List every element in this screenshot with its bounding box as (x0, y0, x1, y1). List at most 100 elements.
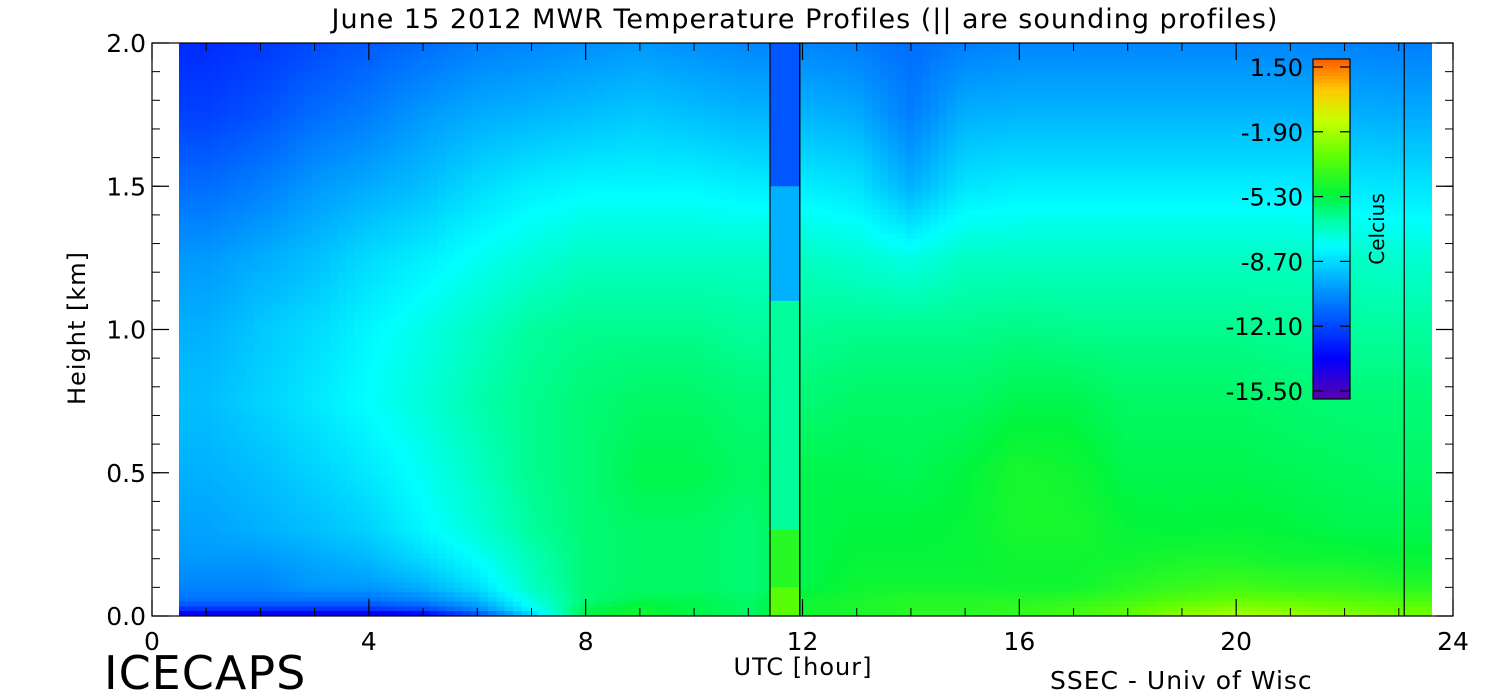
heatmap-cell (813, 128, 823, 135)
heatmap-cell (688, 114, 698, 121)
heatmap-cell (262, 191, 272, 197)
heatmap-cell (888, 85, 898, 92)
heatmap-cell (1222, 176, 1232, 183)
heatmap-cell (1047, 76, 1057, 82)
heatmap-cell (1114, 143, 1124, 149)
heatmap-cell (504, 71, 514, 78)
heatmap-cell (245, 90, 255, 97)
heatmap-cell (972, 57, 982, 63)
heatmap-cell (1264, 143, 1274, 149)
heatmap-cell (1347, 114, 1357, 121)
heatmap-cell (412, 138, 422, 144)
heatmap-cell (1230, 171, 1240, 178)
heatmap-cell (830, 133, 840, 140)
heatmap-cell (1064, 109, 1073, 116)
heatmap-cell (1197, 90, 1207, 97)
heatmap-cell (755, 157, 765, 163)
heatmap-cell (696, 85, 706, 92)
heatmap-cell (354, 148, 364, 154)
heatmap-cell (179, 148, 189, 154)
heatmap-cell (1122, 119, 1132, 125)
heatmap-cell (721, 85, 731, 92)
heatmap-cell (371, 128, 381, 135)
heatmap-cell (579, 176, 589, 183)
heatmap-cell (955, 195, 965, 202)
heatmap-cell (621, 71, 631, 78)
heatmap-cell (1155, 76, 1165, 82)
heatmap-cell (838, 81, 848, 87)
heatmap-cell (346, 109, 356, 116)
heatmap-cell (354, 76, 364, 82)
heatmap-cell (1139, 100, 1149, 106)
heatmap-cell (696, 157, 706, 163)
heatmap-cell (947, 66, 957, 73)
heatmap-cell (270, 109, 280, 116)
heatmap-cell (496, 52, 506, 58)
heatmap-cell (1272, 62, 1282, 68)
heatmap-cell (679, 105, 689, 111)
heatmap-cell (705, 143, 714, 149)
heatmap-cell (671, 143, 681, 149)
heatmap-cell (613, 81, 623, 87)
heatmap-cell (629, 133, 639, 140)
heatmap-cell (554, 114, 564, 121)
heatmap-cell (1397, 66, 1407, 73)
heatmap-cell (663, 157, 673, 163)
heatmap-cell (421, 138, 431, 144)
heatmap-cell (354, 81, 364, 87)
heatmap-cell (688, 124, 698, 130)
heatmap-cell (713, 128, 723, 135)
heatmap-cell (1155, 100, 1165, 106)
heatmap-cell (237, 119, 247, 125)
heatmap-cell (254, 148, 264, 154)
heatmap-cell (179, 81, 189, 87)
heatmap-cell (454, 57, 464, 63)
heatmap-cell (621, 62, 631, 68)
heatmap-cell (913, 47, 923, 54)
heatmap-cell (554, 152, 564, 159)
heatmap-cell (838, 181, 848, 187)
heatmap-cell (446, 105, 456, 111)
heatmap-cell (1147, 133, 1157, 140)
heatmap-cell (688, 57, 698, 63)
heatmap-cell (738, 62, 748, 68)
heatmap-cell (1089, 186, 1098, 192)
heatmap-cell (1097, 171, 1107, 178)
heatmap-cell (1414, 47, 1424, 54)
heatmap-cell (471, 157, 481, 163)
heatmap-cell (429, 162, 439, 168)
heatmap-cell (421, 57, 431, 63)
heatmap-cell (855, 191, 865, 197)
heatmap-cell (730, 176, 740, 183)
heatmap-cell (229, 157, 239, 163)
heatmap-cell (1072, 191, 1082, 197)
heatmap-cell (245, 143, 255, 149)
heatmap-cell (346, 62, 356, 68)
heatmap-cell (1414, 176, 1424, 183)
heatmap-cell (1155, 95, 1165, 101)
heatmap-cell (1347, 143, 1357, 149)
heatmap-cell (1147, 114, 1157, 121)
heatmap-cell (596, 124, 606, 130)
heatmap-cell (796, 191, 806, 197)
heatmap-cell (362, 47, 372, 54)
heatmap-cell (705, 85, 714, 92)
heatmap-cell (988, 76, 998, 82)
heatmap-cell (212, 143, 222, 149)
heatmap-cell (1080, 176, 1090, 183)
heatmap-cell (821, 148, 831, 154)
heatmap-cell (504, 52, 514, 58)
heatmap-cell (563, 162, 573, 168)
heatmap-cell (1189, 119, 1199, 125)
heatmap-cell (212, 105, 222, 111)
heatmap-cell (1272, 81, 1282, 87)
heatmap-cell (721, 100, 731, 106)
heatmap-cell (905, 152, 915, 159)
heatmap-cell (487, 186, 497, 192)
heatmap-cell (688, 162, 698, 168)
heatmap-cell (705, 128, 714, 135)
heatmap-cell (187, 124, 197, 130)
heatmap-cell (1180, 43, 1190, 49)
heatmap-cell (179, 138, 189, 144)
heatmap-cell (220, 176, 230, 183)
